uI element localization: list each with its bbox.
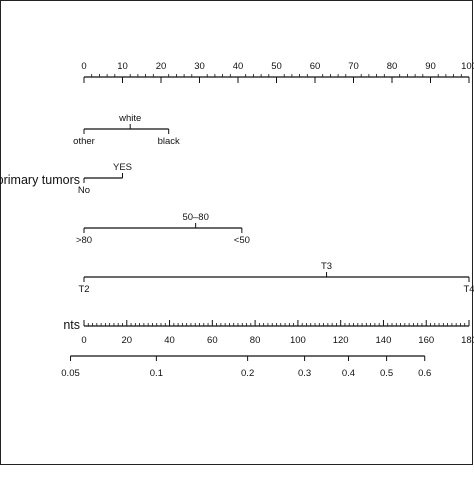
total-tick-label: 80: [250, 335, 261, 346]
points-tick-label: 10: [117, 61, 128, 72]
total-tick-label: 40: [164, 335, 175, 346]
total-tick-label: 140: [376, 335, 392, 346]
prob-tick-label: 0.05: [61, 368, 80, 379]
prob-tick-label: 0.2: [241, 368, 254, 379]
total-tick-label: 0: [81, 335, 86, 346]
points-tick-label: 0: [81, 61, 86, 72]
total-tick-label: 160: [418, 335, 434, 346]
total-tick-label: 120: [333, 335, 349, 346]
total-tick-label: 100: [290, 335, 306, 346]
race-level-label: black: [158, 136, 180, 147]
points-tick-label: 90: [425, 61, 436, 72]
age-level-label: >80: [76, 235, 92, 246]
total-row-label: nts: [63, 318, 80, 332]
tstage-level-label: T2: [78, 284, 89, 295]
points-tick-label: 20: [156, 61, 167, 72]
total-tick-label: 180: [461, 335, 474, 346]
prob-tick-label: 0.5: [380, 368, 393, 379]
points-tick-label: 70: [348, 61, 359, 72]
prob-tick-label: 0.6: [418, 368, 431, 379]
points-tick-label: 80: [387, 61, 398, 72]
race-level-label: white: [118, 113, 141, 124]
primary-row-label: primary tumors: [0, 173, 80, 187]
points-tick-label: 60: [310, 61, 321, 72]
primary-level-label: No: [78, 185, 90, 196]
prob-tick-label: 0.3: [298, 368, 311, 379]
tstage-level-label: T3: [321, 261, 332, 272]
points-tick-label: 100: [461, 61, 474, 72]
primary-level-label: YES: [113, 162, 132, 173]
points-tick-label: 30: [194, 61, 205, 72]
race-level-label: other: [73, 136, 95, 147]
total-tick-label: 20: [121, 335, 132, 346]
tstage-level-label: T4: [463, 284, 474, 295]
points-tick-label: 40: [233, 61, 244, 72]
age-level-label: 50–80: [182, 212, 208, 223]
points-tick-label: 50: [271, 61, 282, 72]
age-level-label: <50: [234, 235, 250, 246]
nomogram-marks: 0 10 20 30 40 50 60 70 80 90 100 other white black No Y…: [0, 61, 474, 379]
prob-tick-label: 0.1: [150, 368, 163, 379]
prob-tick-label: 0.4: [342, 368, 355, 379]
total-tick-label: 60: [207, 335, 218, 346]
figure-frame: [0, 0, 473, 465]
